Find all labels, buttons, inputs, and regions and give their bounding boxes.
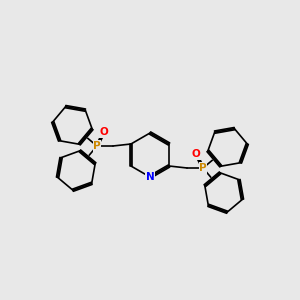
Text: O: O — [192, 149, 200, 159]
Text: P: P — [199, 163, 207, 173]
Text: N: N — [146, 172, 154, 182]
Text: P: P — [93, 141, 101, 151]
Text: O: O — [100, 127, 108, 137]
